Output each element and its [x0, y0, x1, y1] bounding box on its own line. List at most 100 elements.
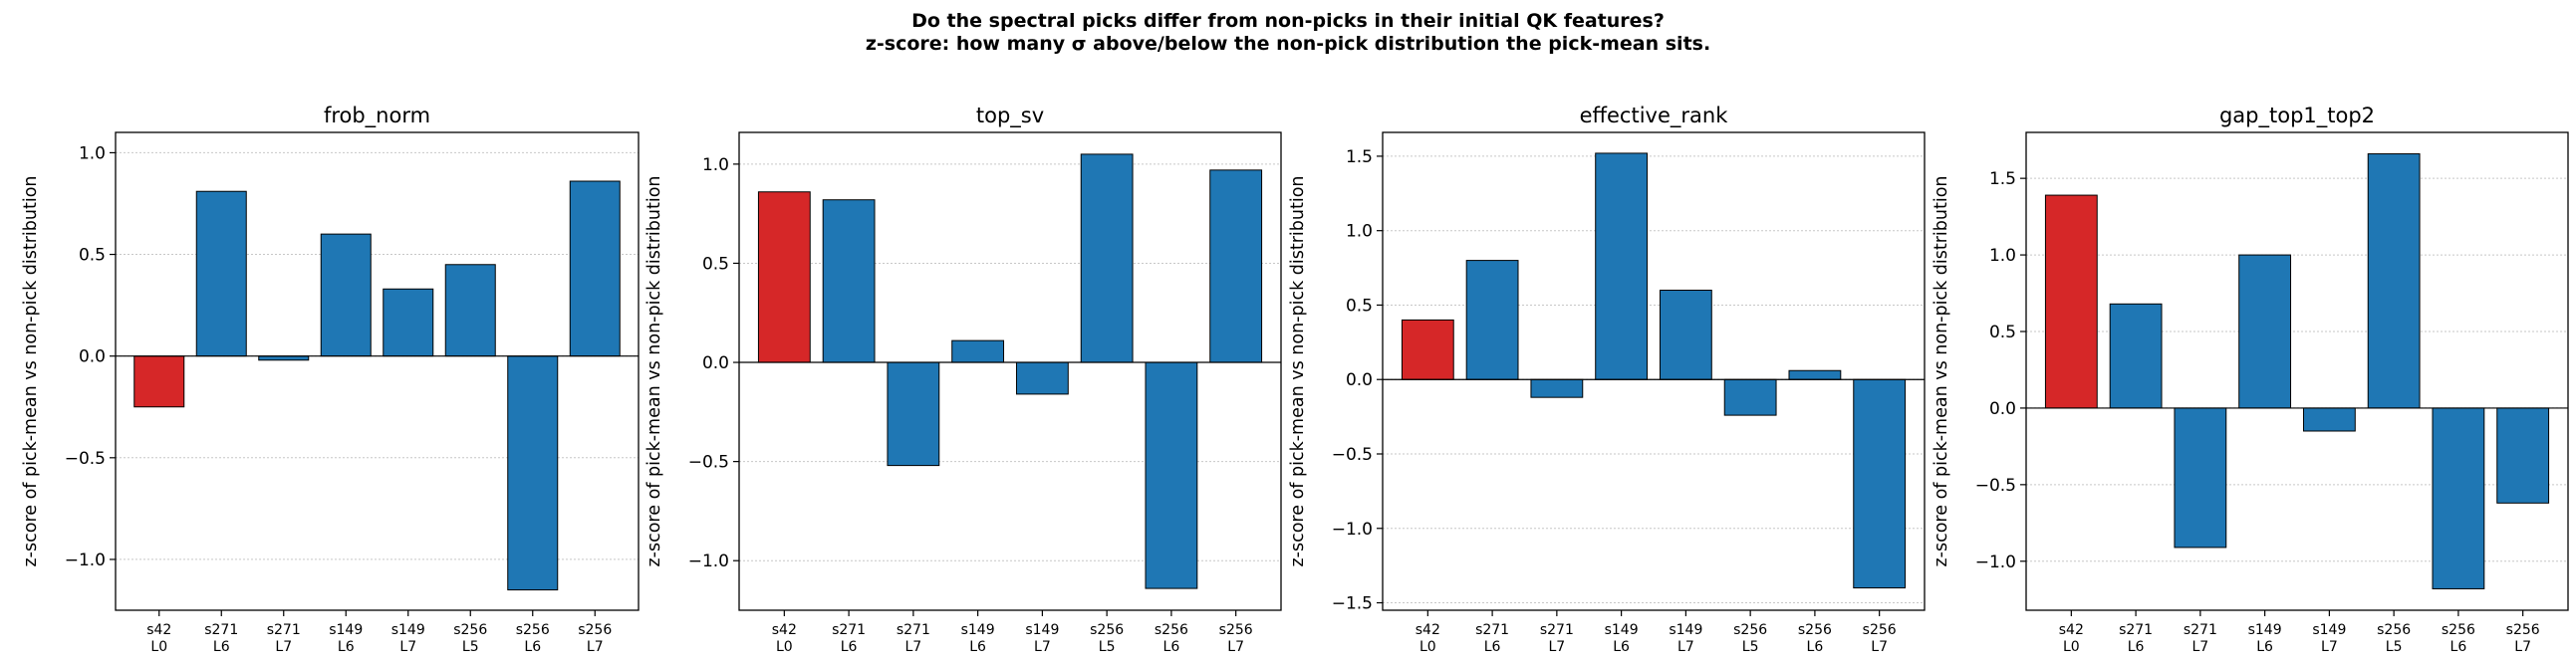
bar-s256-L5 — [1723, 378, 1777, 416]
y-tick-label: 1.0 — [1346, 222, 1373, 242]
bar-s42-L0 — [2044, 194, 2098, 409]
y-axis-label: z-score of pick-mean vs non-pick distrib… — [21, 175, 41, 566]
x-tick-label: s256 — [1863, 622, 1897, 638]
x-tick-label: s256 — [1798, 622, 1832, 638]
x-tick-label: L6 — [1163, 639, 1180, 655]
x-tick-label: L7 — [1677, 639, 1694, 655]
y-tick-label: 1.0 — [1989, 246, 2016, 266]
bar-s271-L6 — [1465, 260, 1519, 380]
x-tick-label: L6 — [969, 639, 986, 655]
x-tick-label: s256 — [453, 622, 487, 638]
bar-s271-L7 — [258, 355, 310, 361]
x-tick-label: L0 — [2063, 639, 2080, 655]
figure-title: Do the spectral picks differ from non-pi… — [0, 10, 2576, 56]
x-tick-label: L6 — [2450, 639, 2467, 655]
chart-title: effective_rank — [1580, 104, 1729, 128]
y-tick-label: 0.5 — [1346, 296, 1373, 316]
x-tick-label: s149 — [961, 622, 995, 638]
y-tick-label: −1.0 — [688, 552, 729, 571]
x-tick-label: s256 — [2377, 622, 2411, 638]
y-tick-label: 0.0 — [702, 353, 729, 373]
x-tick-label: s271 — [267, 622, 301, 638]
x-tick-label: s271 — [1540, 622, 1574, 638]
x-tick-label: L5 — [1099, 639, 1116, 655]
bar-s256-L6 — [2432, 407, 2485, 589]
bar-s42-L0 — [757, 191, 811, 363]
x-tick-label: L6 — [2256, 639, 2273, 655]
y-tick-label: −1.0 — [1975, 553, 2016, 572]
bar-s256-L5 — [444, 264, 496, 357]
bar-s271-L7 — [2174, 407, 2227, 549]
bar-s149-L6 — [1595, 152, 1649, 380]
x-tick-label: L7 — [1548, 639, 1565, 655]
x-tick-label: L7 — [2514, 639, 2531, 655]
bar-s256-L5 — [2367, 153, 2421, 409]
x-tick-label: s256 — [2442, 622, 2475, 638]
x-tick-label: s271 — [832, 622, 866, 638]
y-tick-label: −0.5 — [65, 449, 106, 469]
x-tick-label: s271 — [2119, 622, 2153, 638]
x-tick-label: s271 — [897, 622, 930, 638]
y-tick-label: −1.0 — [65, 551, 106, 570]
x-tick-label: s256 — [516, 622, 550, 638]
x-tick-label: L0 — [150, 639, 167, 655]
bar-s256-L6 — [507, 355, 559, 591]
chart-panel-frob_norm: −1.0−0.50.00.51.0s42L0s271L6s271L7s149L6… — [21, 104, 640, 655]
x-tick-label: L6 — [524, 639, 541, 655]
chart-panel-top_sv: −1.0−0.50.00.51.0s42L0s271L6s271L7s149L6… — [644, 104, 1282, 655]
axes-frame — [1382, 131, 1926, 611]
bar-s256-L6 — [1788, 369, 1842, 380]
x-tick-label: s256 — [2506, 622, 2540, 638]
chart-panel-gap_top1_top2: −1.0−0.50.00.51.01.5s42L0s271L6s271L7s14… — [1932, 104, 2569, 655]
x-tick-label: s149 — [1669, 622, 1702, 638]
y-tick-label: 1.5 — [1989, 169, 2016, 189]
x-tick-label: L7 — [399, 639, 416, 655]
y-tick-label: 1.0 — [702, 155, 729, 175]
x-tick-label: s256 — [1219, 622, 1253, 638]
x-tick-label: L6 — [338, 639, 355, 655]
bar-s256-L7 — [2496, 407, 2550, 504]
axes-frame — [115, 131, 640, 611]
x-tick-label: s256 — [1090, 622, 1124, 638]
axes-frame — [2025, 131, 2569, 611]
y-tick-label: −0.5 — [1332, 445, 1373, 465]
x-tick-label: s149 — [1025, 622, 1059, 638]
x-tick-label: L7 — [2321, 639, 2338, 655]
x-tick-label: L5 — [2386, 639, 2403, 655]
x-tick-label: L7 — [904, 639, 921, 655]
bar-s149-L7 — [2302, 407, 2356, 432]
bar-s271-L6 — [2109, 303, 2163, 409]
x-tick-label: s149 — [1605, 622, 1639, 638]
bar-s271-L6 — [822, 199, 876, 363]
y-axis-label: z-score of pick-mean vs non-pick distrib… — [1288, 175, 1308, 566]
x-tick-label: s271 — [2184, 622, 2217, 638]
y-tick-label: −0.5 — [688, 453, 729, 473]
bar-s256-L7 — [1853, 378, 1907, 589]
y-tick-label: 0.0 — [1346, 370, 1373, 390]
x-tick-label: L5 — [1742, 639, 1759, 655]
x-tick-label: L7 — [2191, 639, 2208, 655]
y-tick-label: 0.0 — [79, 347, 106, 367]
x-tick-label: L6 — [1807, 639, 1824, 655]
x-tick-label: L6 — [841, 639, 858, 655]
y-axis-label: z-score of pick-mean vs non-pick distrib… — [644, 175, 664, 566]
y-tick-label: 1.0 — [79, 143, 106, 163]
bar-s256-L6 — [1145, 361, 1198, 589]
x-tick-label: L6 — [1613, 639, 1630, 655]
x-tick-label: L0 — [1419, 639, 1436, 655]
chart-title: frob_norm — [324, 104, 430, 128]
x-tick-label: L7 — [275, 639, 292, 655]
bar-s256-L7 — [1209, 169, 1263, 363]
x-tick-label: s149 — [2312, 622, 2346, 638]
bar-s149-L7 — [1015, 361, 1069, 395]
x-tick-label: s42 — [146, 622, 171, 638]
x-tick-label: L7 — [1034, 639, 1051, 655]
chart-panel-effective_rank: −1.5−1.0−0.50.00.51.01.5s42L0s271L6s271L… — [1288, 104, 1926, 655]
x-tick-label: s256 — [578, 622, 612, 638]
x-tick-label: s42 — [1416, 622, 1440, 638]
chart-title: gap_top1_top2 — [2219, 104, 2375, 128]
x-tick-label: s256 — [1733, 622, 1767, 638]
y-tick-label: 1.5 — [1346, 147, 1373, 167]
bar-s149-L6 — [951, 339, 1005, 363]
